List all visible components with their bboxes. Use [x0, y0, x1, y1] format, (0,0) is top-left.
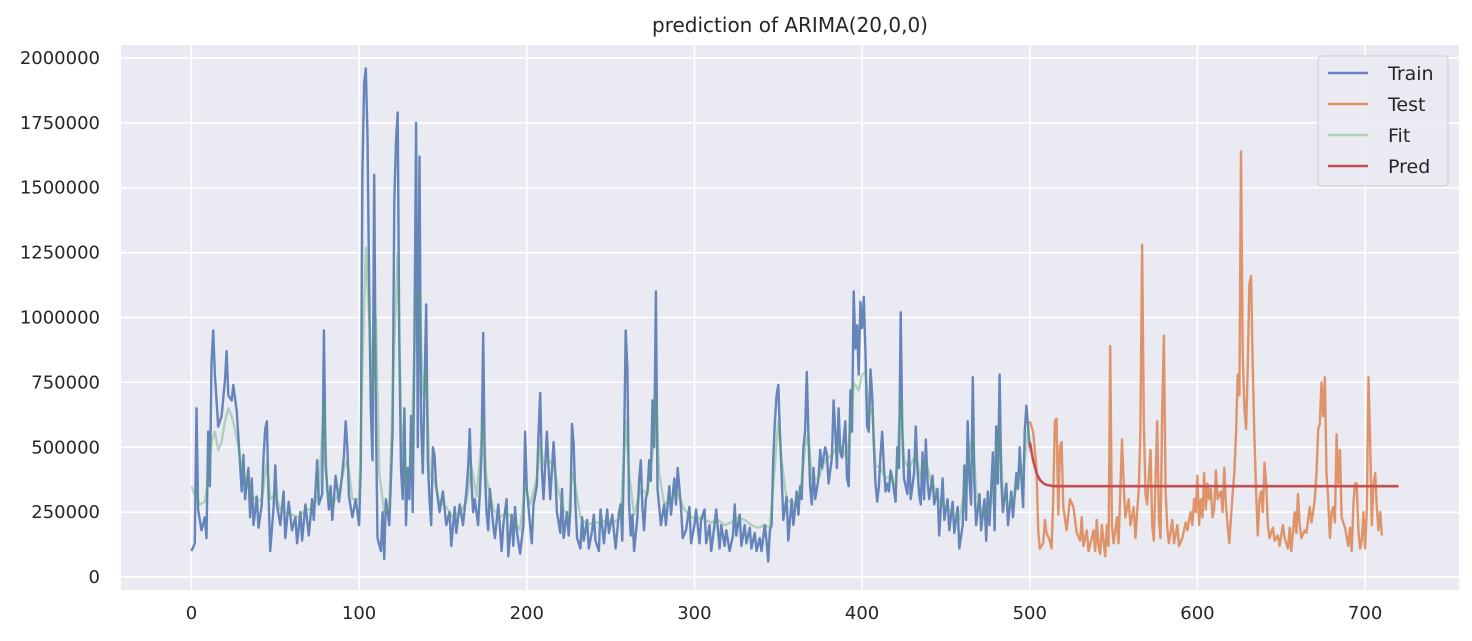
series-line-test — [1028, 150, 1384, 558]
legend-label: Pred — [1388, 156, 1430, 178]
y-tick-label: 1000000 — [20, 308, 100, 329]
y-tick-label: 1250000 — [20, 243, 100, 264]
legend-frame — [1317, 55, 1449, 187]
x-tick-label: 200 — [510, 603, 544, 624]
x-tick-label: 100 — [342, 603, 376, 624]
x-tick-label: 0 — [186, 603, 197, 624]
legend-label: Train — [1387, 63, 1434, 85]
x-tick-label: 500 — [1013, 603, 1047, 624]
legend: Train Test Fit Pred — [1317, 55, 1449, 187]
y-tick-label: 1500000 — [20, 178, 100, 199]
x-tick-label: 600 — [1180, 603, 1214, 624]
series-line-train — [190, 67, 1031, 563]
series-line-pred — [1028, 441, 1399, 488]
series-layer — [190, 67, 1399, 563]
x-tick-label: 400 — [845, 603, 879, 624]
legend-label: Fit — [1388, 125, 1410, 147]
y-tick-label: 500000 — [31, 437, 100, 458]
chart-title: prediction of ARIMA(20,0,0) — [652, 13, 928, 37]
series-line-fit — [190, 246, 1031, 532]
y-tick-label: 2000000 — [20, 48, 100, 69]
tick-labels: 0 100 200 300 400 500 600 700 0 250000 500000 75000… — [20, 48, 1382, 624]
legend-label: Test — [1387, 94, 1425, 116]
y-tick-label: 750000 — [31, 372, 100, 393]
y-tick-label: 1750000 — [20, 113, 100, 134]
y-tick-label: 0 — [89, 567, 100, 588]
x-tick-label: 700 — [1348, 603, 1382, 624]
y-tick-label: 250000 — [31, 502, 100, 523]
x-tick-label: 300 — [677, 603, 711, 624]
